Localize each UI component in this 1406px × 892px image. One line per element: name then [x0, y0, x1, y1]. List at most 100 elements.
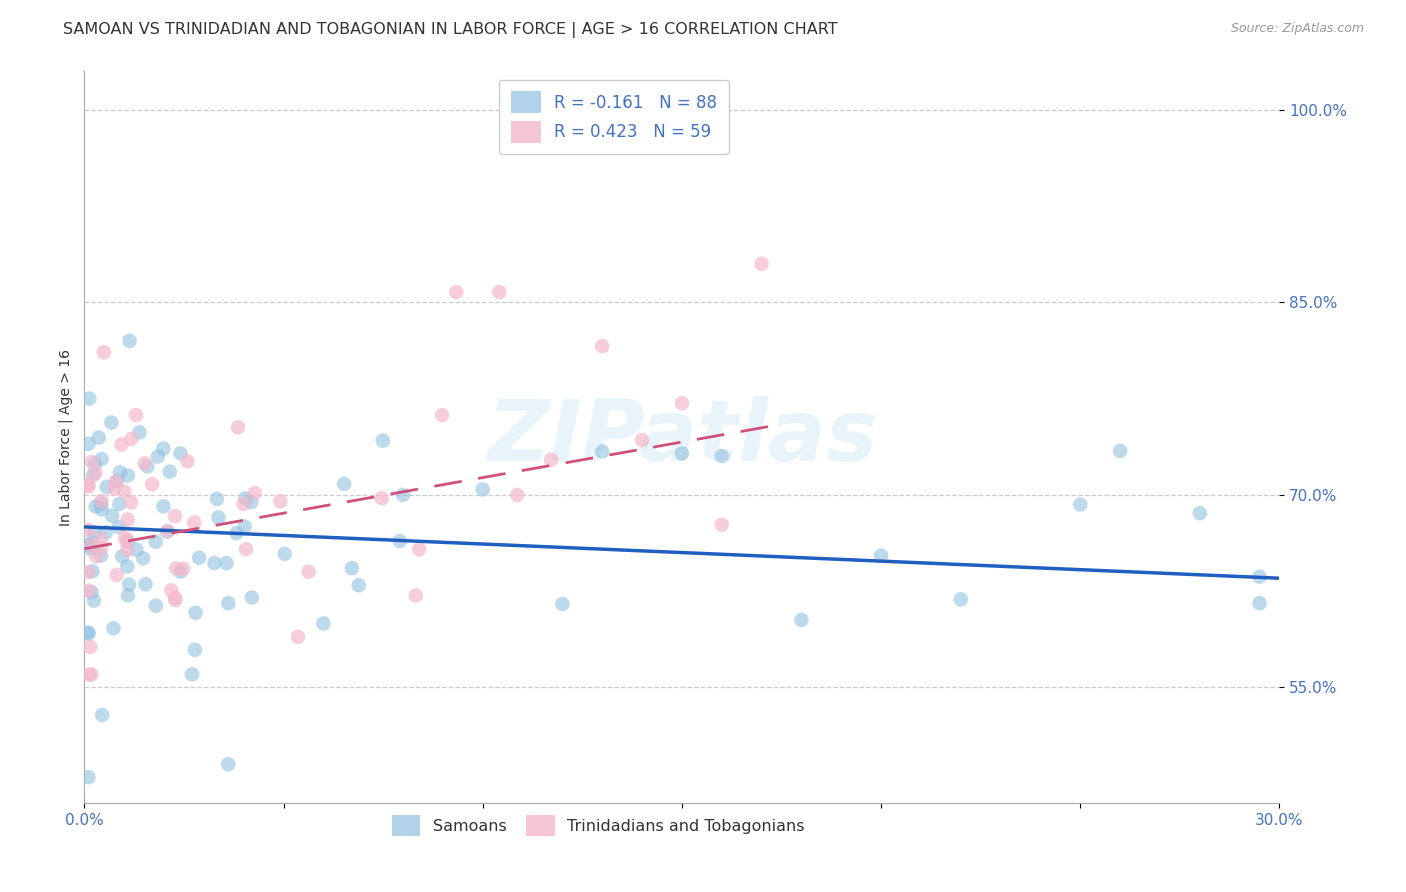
Point [83, 593, 105, 607]
Point [225, 526, 247, 541]
Point [96, 480, 118, 494]
Point [235, 542, 257, 557]
Point [631, 433, 654, 447]
Point [160, 583, 183, 598]
Point [80, 585, 103, 599]
Point [82, 467, 104, 482]
Point [165, 561, 187, 575]
Point [84, 466, 107, 480]
Point [371, 434, 394, 448]
Point [506, 488, 529, 502]
Point [84, 549, 107, 564]
Point [118, 334, 141, 348]
Point [117, 468, 139, 483]
Point [710, 517, 733, 532]
Point [77, 667, 100, 681]
Point [79, 541, 101, 556]
Point [145, 534, 167, 549]
Text: ZIPatlas: ZIPatlas [486, 395, 877, 479]
Point [159, 465, 181, 479]
Point [446, 285, 468, 299]
Point [87, 431, 110, 445]
Point [120, 495, 142, 509]
Point [949, 592, 972, 607]
Point [108, 465, 131, 479]
Point [105, 475, 128, 489]
Point [90, 541, 112, 556]
Point [77, 625, 100, 640]
Point [232, 497, 254, 511]
Point [215, 556, 238, 570]
Point [163, 591, 186, 605]
Text: Source: ZipAtlas.com: Source: ZipAtlas.com [1230, 22, 1364, 36]
Point [110, 437, 132, 451]
Point [371, 491, 394, 506]
Point [77, 770, 100, 784]
Point [408, 542, 430, 557]
Point [870, 549, 893, 563]
Point [135, 577, 157, 591]
Point [176, 454, 198, 468]
Point [287, 630, 309, 644]
Point [108, 520, 131, 534]
Point [103, 482, 125, 496]
Point [90, 497, 112, 511]
Point [240, 591, 263, 605]
Point [114, 531, 136, 545]
Point [105, 474, 128, 488]
Point [233, 519, 256, 533]
Point [125, 542, 148, 557]
Point [156, 524, 179, 538]
Point [103, 621, 125, 635]
Point [141, 477, 163, 491]
Point [790, 613, 813, 627]
Point [77, 477, 100, 491]
Point [273, 547, 295, 561]
Point [430, 408, 453, 422]
Point [80, 667, 103, 681]
Point [82, 564, 104, 578]
Point [77, 626, 100, 640]
Point [269, 494, 291, 508]
Point [125, 408, 148, 422]
Point [84, 500, 107, 514]
Point [1188, 506, 1211, 520]
Point [79, 640, 101, 654]
Point [77, 437, 100, 451]
Point [388, 533, 411, 548]
Point [152, 442, 174, 456]
Point [205, 491, 228, 506]
Point [591, 339, 613, 353]
Point [90, 452, 112, 467]
Point [169, 446, 191, 460]
Point [83, 541, 105, 555]
Legend: Samoans, Trinidadians and Tobagonians: Samoans, Trinidadians and Tobagonians [385, 809, 811, 842]
Point [551, 597, 574, 611]
Point [710, 449, 733, 463]
Point [93, 345, 115, 359]
Point [240, 495, 263, 509]
Point [207, 510, 229, 524]
Point [340, 561, 363, 575]
Point [117, 559, 139, 574]
Point [115, 533, 138, 548]
Point [80, 539, 103, 553]
Point [181, 667, 204, 681]
Point [333, 476, 356, 491]
Point [91, 708, 114, 723]
Point [112, 484, 135, 499]
Point [671, 396, 693, 410]
Point [169, 565, 191, 579]
Point [111, 549, 134, 564]
Point [117, 534, 139, 549]
Point [117, 588, 139, 602]
Point [118, 577, 141, 591]
Point [591, 444, 613, 458]
Point [1249, 596, 1271, 610]
Point [156, 524, 179, 539]
Point [101, 508, 124, 523]
Point [471, 483, 494, 497]
Point [90, 533, 112, 547]
Point [90, 502, 112, 516]
Point [405, 589, 427, 603]
